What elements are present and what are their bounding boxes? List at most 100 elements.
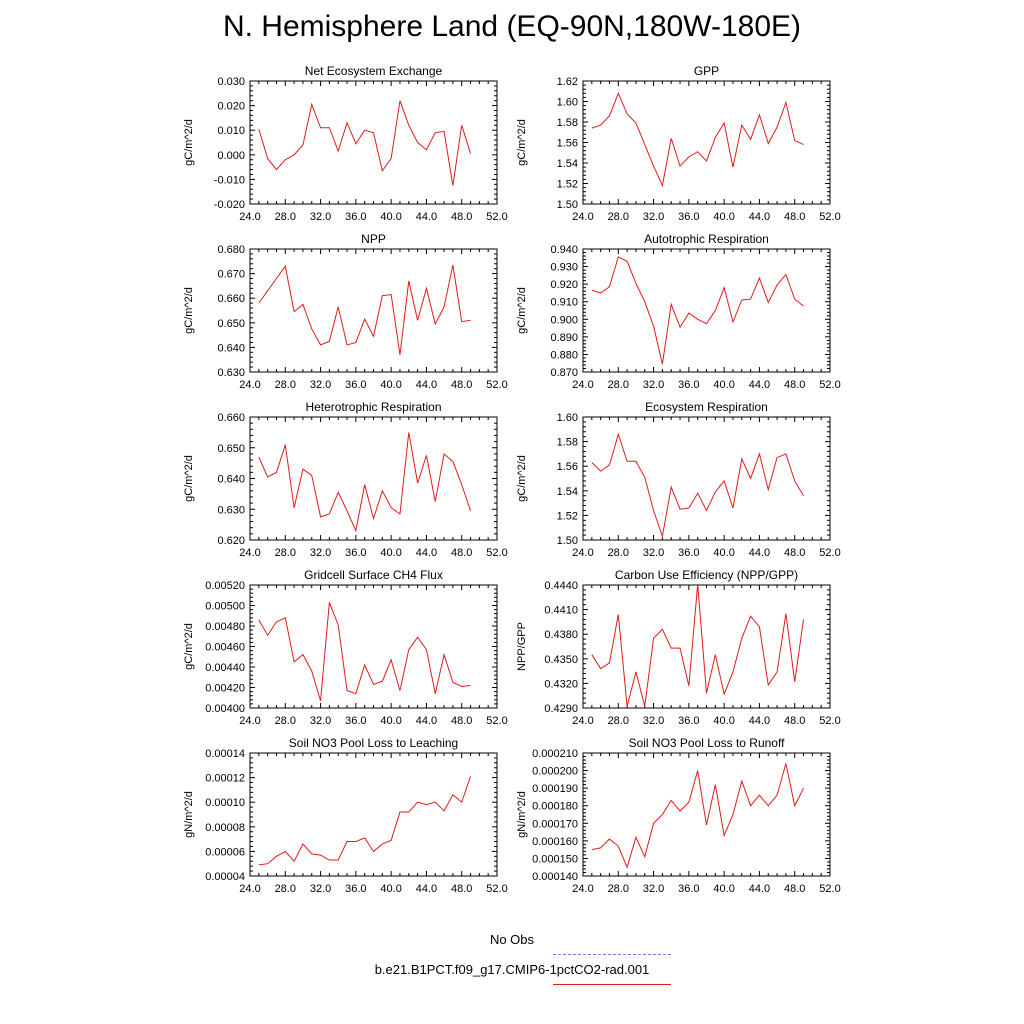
x-tick-label: 24.0: [572, 883, 593, 895]
x-tick-label: 32.0: [643, 547, 664, 559]
x-tick-label: 32.0: [643, 379, 664, 391]
x-tick-label: 24.0: [239, 715, 260, 727]
y-tick-label: 0.680: [217, 244, 245, 256]
y-tick-label: 0.650: [217, 443, 245, 455]
x-tick-label: 40.0: [380, 883, 401, 895]
y-tick-label: 0.4350: [544, 654, 578, 666]
y-axis-label: gC/m^2/d: [516, 455, 528, 502]
y-axis-label: gC/m^2/d: [183, 455, 195, 502]
y-axis-label: gC/m^2/d: [183, 623, 195, 670]
y-axis-label: gN/m^2/d: [516, 791, 528, 838]
y-tick-label: 0.00440: [205, 662, 245, 674]
x-tick-label: 40.0: [713, 715, 734, 727]
y-tick-label: 0.030: [217, 76, 245, 88]
y-tick-label: 1.56: [557, 138, 578, 150]
panel-title: GPP: [694, 64, 719, 78]
series-line-1: [258, 264, 471, 355]
y-tick-label: 0.000200: [532, 766, 578, 778]
series-line-1: [591, 91, 804, 188]
x-tick-label: 48.0: [451, 883, 472, 895]
x-tick-label: 36.0: [678, 715, 699, 727]
panel-title: Soil NO3 Pool Loss to Runoff: [629, 736, 786, 750]
x-tick-label: 44.0: [416, 715, 437, 727]
chart-panel-2: GPP gC/m^2/d 1.50 1.52 1.54 1.56 1.58 1.60 1.62 2…: [516, 64, 841, 223]
y-axis-label: gC/m^2/d: [516, 119, 528, 166]
series-line-1: [258, 432, 472, 533]
x-tick-label: 40.0: [713, 547, 734, 559]
x-tick-label: 48.0: [784, 211, 805, 223]
y-tick-label: 0.890: [550, 332, 578, 344]
y-tick-label: 0.630: [217, 367, 245, 379]
x-tick-label: 32.0: [310, 379, 331, 391]
chart-panel-6: Ecosystem Respiration gC/m^2/d 1.50 1.52 1.5…: [516, 400, 841, 559]
y-tick-label: 0.930: [550, 262, 578, 274]
chart-panel-10: Soil NO3 Pool Loss to Runoff gN/m^2/d 0.00…: [516, 736, 841, 895]
plot-frame: [249, 752, 498, 877]
chart-panel-8: Carbon Use Efficiency (NPP/GPP) NPP/GPP 0.…: [516, 568, 841, 727]
legend-model-line: [553, 984, 671, 985]
x-tick-label: 36.0: [678, 211, 699, 223]
x-tick-label: 48.0: [451, 547, 472, 559]
y-tick-label: 0.000160: [532, 836, 578, 848]
x-tick-label: 24.0: [239, 883, 260, 895]
y-tick-label: 0.660: [217, 412, 245, 424]
panel-title: Carbon Use Efficiency (NPP/GPP): [615, 568, 798, 582]
x-tick-label: 28.0: [275, 379, 296, 391]
x-tick-label: 40.0: [713, 883, 734, 895]
y-tick-label: 0.670: [217, 269, 245, 281]
x-tick-label: 48.0: [784, 379, 805, 391]
y-tick-label: 0.4440: [544, 580, 578, 592]
x-tick-label: 44.0: [749, 211, 770, 223]
series-line-1: [591, 584, 805, 707]
y-tick-label: 1.54: [557, 158, 578, 170]
x-tick-label: 40.0: [380, 379, 401, 391]
y-tick-label: 0.620: [217, 535, 245, 547]
x-tick-label: 28.0: [608, 211, 629, 223]
plot-frame: [249, 584, 498, 709]
chart-panel-7: Gridcell Surface CH4 Flux gC/m^2/d 0.00400…: [183, 568, 508, 727]
series-line-1: [591, 432, 804, 539]
y-axis-label: gN/m^2/d: [183, 791, 195, 838]
chart-panel-4: Autotrophic Respiration gC/m^2/d 0.870 0.88…: [516, 232, 841, 391]
y-tick-label: 0.4320: [544, 678, 578, 690]
x-tick-label: 28.0: [608, 547, 629, 559]
chart-panel-1: Net Ecosystem Exchange gC/m^2/d -0.020 -0.0…: [183, 64, 508, 223]
y-tick-label: 0.4380: [544, 629, 578, 641]
x-tick-label: 40.0: [380, 715, 401, 727]
x-tick-label: 52.0: [486, 883, 507, 895]
x-tick-label: 44.0: [749, 883, 770, 895]
y-tick-label: 0.640: [217, 342, 245, 354]
x-tick-label: 24.0: [572, 715, 593, 727]
plot-frame: [582, 752, 831, 877]
y-tick-label: 0.00008: [205, 822, 245, 834]
x-tick-label: 28.0: [608, 379, 629, 391]
x-tick-label: 36.0: [345, 211, 366, 223]
x-tick-label: 52.0: [486, 379, 507, 391]
x-tick-label: 52.0: [486, 211, 507, 223]
x-tick-label: 36.0: [345, 883, 366, 895]
y-tick-label: 1.62: [557, 76, 578, 88]
x-tick-label: 32.0: [643, 883, 664, 895]
legend-model-label: b.e21.B1PCT.f09_g17.CMIP6-1pctCO2-rad.00…: [374, 962, 650, 977]
y-tick-label: 0.000140: [532, 871, 578, 883]
x-tick-label: 44.0: [749, 379, 770, 391]
y-axis-label: gC/m^2/d: [183, 119, 195, 166]
y-tick-label: -0.020: [214, 199, 245, 211]
y-tick-label: 0.870: [550, 367, 578, 379]
panel-title: Net Ecosystem Exchange: [305, 64, 443, 78]
x-tick-label: 40.0: [380, 547, 401, 559]
x-tick-label: 40.0: [713, 211, 734, 223]
x-tick-label: 52.0: [819, 379, 840, 391]
y-tick-label: 0.880: [550, 349, 578, 361]
y-tick-label: 1.54: [557, 486, 578, 498]
x-tick-label: 48.0: [784, 547, 805, 559]
chart-panel-5: Heterotrophic Respiration gC/m^2/d 0.620 0.…: [183, 400, 508, 559]
y-tick-label: 0.000170: [532, 818, 578, 830]
x-tick-label: 52.0: [819, 883, 840, 895]
y-tick-label: 0.00012: [205, 773, 245, 785]
y-tick-label: 0.020: [217, 101, 245, 113]
panel-title: Autotrophic Respiration: [644, 232, 769, 246]
x-tick-label: 24.0: [572, 547, 593, 559]
x-tick-label: 28.0: [275, 715, 296, 727]
